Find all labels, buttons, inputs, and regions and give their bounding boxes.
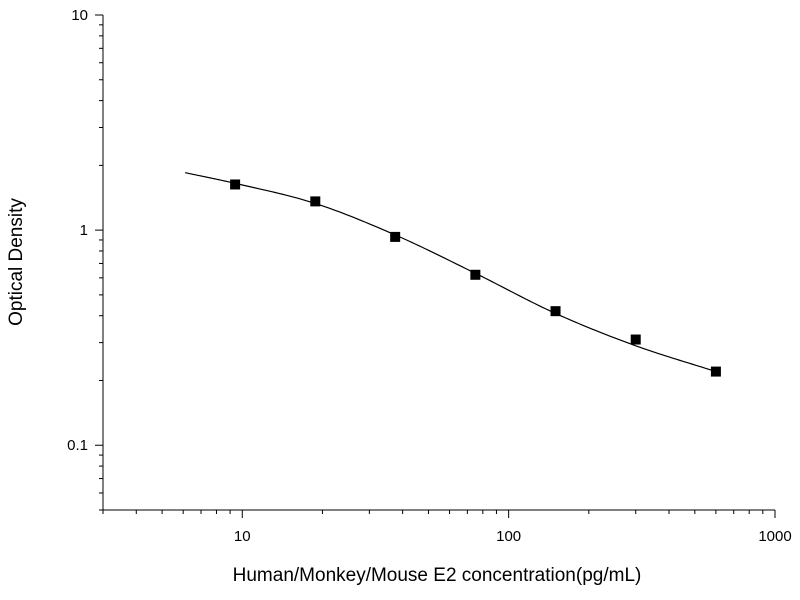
fit-curve: [184, 172, 717, 373]
data-point: [390, 231, 401, 242]
y-tick-label: 10: [71, 7, 88, 24]
data-point: [630, 334, 641, 345]
x-tick-label: 1000: [758, 528, 791, 545]
y-tick-label: 1: [80, 222, 88, 239]
fit-curve-layer: [184, 172, 717, 373]
y-tick-label: 0.1: [67, 437, 88, 454]
data-point: [230, 179, 241, 190]
data-point: [550, 306, 561, 317]
data-point: [710, 366, 721, 377]
x-axis-title: Human/Monkey/Mouse E2 concentration(pg/m…: [233, 565, 642, 586]
data-point: [310, 196, 321, 207]
ticks: 10 100 1000 0.1 1 10: [67, 7, 792, 545]
x-tick-label: 100: [496, 528, 521, 545]
data-point: [470, 269, 481, 280]
data-points-layer: [230, 179, 721, 377]
x-tick-label: 10: [234, 528, 251, 545]
y-axis-title: Optical Density: [6, 198, 27, 326]
axes: [102, 15, 775, 511]
